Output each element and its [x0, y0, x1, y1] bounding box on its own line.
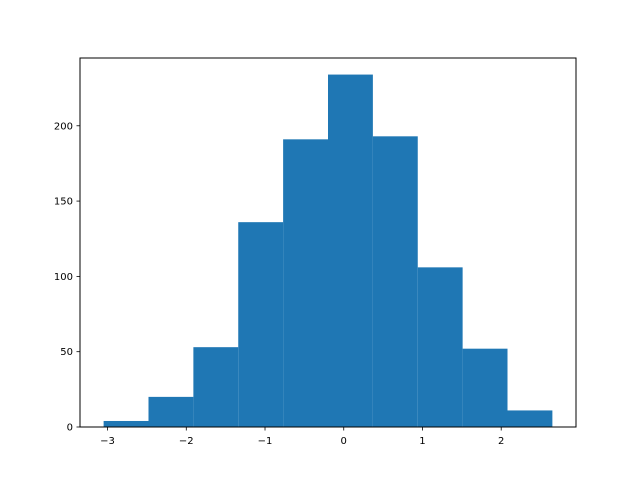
histogram-bar — [417, 267, 463, 427]
histogram-bar — [148, 396, 194, 427]
x-axis: −3 −2 −1 0 1 2 — [100, 427, 504, 447]
histogram-bar — [193, 347, 239, 427]
axes-frame — [79, 57, 577, 428]
histogram-bar — [238, 222, 284, 427]
y-tick-label: 150 — [54, 197, 73, 208]
x-tick-label: 2 — [498, 436, 504, 447]
histogram-bar — [103, 420, 149, 427]
histogram-bar — [372, 136, 418, 428]
histogram-bar — [328, 74, 373, 427]
histogram-bar — [507, 410, 553, 427]
x-tick-label: −1 — [258, 436, 273, 447]
y-tick-label: 100 — [54, 272, 73, 283]
x-tick-label: −2 — [179, 436, 194, 447]
y-axis: 0 50 100 150 200 — [54, 121, 80, 434]
y-tick-label: 50 — [60, 347, 73, 358]
y-tick-label: 200 — [54, 121, 73, 132]
x-tick-label: 1 — [419, 436, 425, 447]
histogram-bar — [462, 348, 508, 427]
bars — [103, 74, 553, 428]
x-tick-label: 0 — [341, 436, 347, 447]
x-tick-label: −3 — [100, 436, 115, 447]
y-tick-label: 0 — [67, 423, 73, 434]
histogram-bar — [283, 139, 328, 427]
